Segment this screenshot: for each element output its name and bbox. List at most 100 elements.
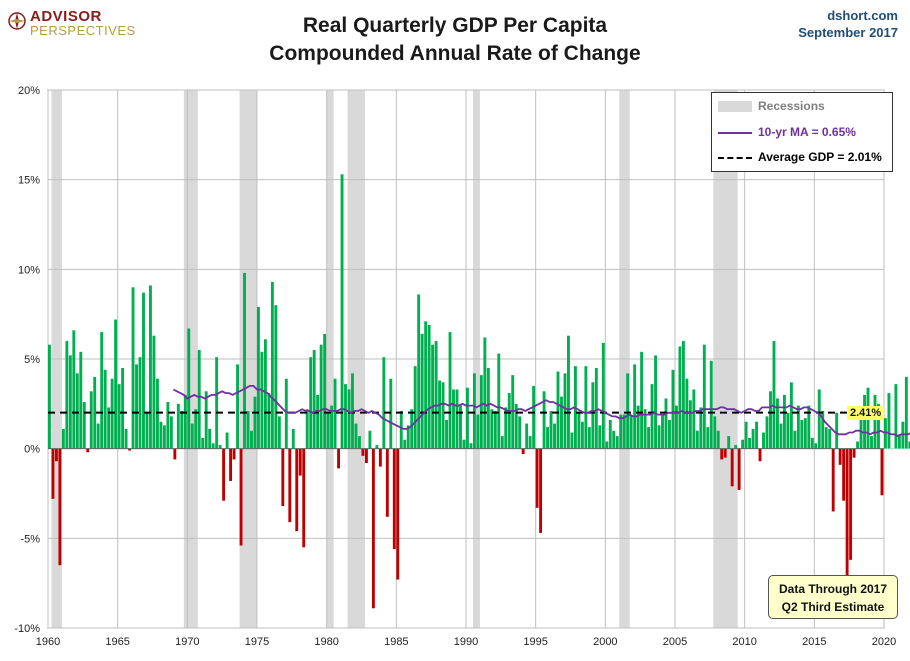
positive-bar <box>709 360 713 449</box>
positive-bar <box>472 373 476 449</box>
positive-bar <box>96 423 100 449</box>
negative-bar <box>723 448 727 458</box>
y-tick-label: 20% <box>18 85 40 97</box>
positive-bar <box>695 430 699 449</box>
source-date: September 2017 <box>798 25 898 40</box>
positive-bar <box>476 414 480 449</box>
positive-bar <box>155 378 159 449</box>
recession-swatch <box>718 101 752 113</box>
positive-bar <box>671 369 675 449</box>
positive-bar <box>727 436 731 449</box>
positive-bar <box>438 380 442 449</box>
positive-bar <box>267 393 271 449</box>
negative-bar <box>222 448 226 501</box>
positive-bar <box>417 294 421 449</box>
negative-bar <box>378 448 382 467</box>
latest-value-label: 2.41% <box>847 406 885 420</box>
negative-bar <box>539 448 543 533</box>
positive-bar <box>194 409 198 449</box>
positive-bar <box>626 373 630 449</box>
x-tick-label: 2005 <box>663 636 687 648</box>
positive-bar <box>68 355 72 449</box>
positive-bar <box>490 409 494 449</box>
legend-ma: 10-yr MA = 0.65% <box>718 125 856 139</box>
positive-bar <box>657 425 661 449</box>
positive-bar <box>884 418 887 449</box>
positive-bar <box>636 405 640 449</box>
negative-bar <box>86 448 90 453</box>
positive-bar <box>762 432 765 449</box>
positive-bar <box>654 355 657 449</box>
positive-bar <box>121 367 125 449</box>
negative-bar <box>239 448 243 546</box>
x-tick-label: 1970 <box>175 636 199 648</box>
negative-bar <box>232 448 236 460</box>
positive-bar <box>462 439 466 449</box>
positive-bar <box>263 339 267 449</box>
positive-bar <box>403 439 407 449</box>
positive-bar <box>894 384 898 449</box>
positive-bar <box>507 393 511 449</box>
positive-bar <box>744 421 748 449</box>
positive-bar <box>103 369 107 449</box>
positive-bar <box>859 411 863 449</box>
positive-bar <box>180 411 184 449</box>
positive-bar <box>856 441 860 449</box>
positive-bar <box>699 407 703 449</box>
positive-bar <box>250 430 253 449</box>
positive-bar <box>591 382 595 449</box>
note-line1: Data Through 2017 <box>778 582 888 596</box>
note-line2: Q2 Third Estimate <box>781 600 885 614</box>
positive-bar <box>441 382 445 449</box>
legend-average-label: Average GDP = 2.01% <box>758 150 882 164</box>
positive-bar <box>518 416 522 449</box>
negative-bar <box>880 448 884 496</box>
x-tick-label: 1980 <box>314 636 338 648</box>
positive-bar <box>166 402 170 449</box>
x-tick-label: 1995 <box>523 636 547 648</box>
positive-bar <box>382 357 386 449</box>
positive-bar <box>525 423 529 449</box>
positive-bar <box>399 411 403 449</box>
legend-average: Average GDP = 2.01% <box>718 150 882 164</box>
positive-bar <box>305 409 309 449</box>
positive-bar <box>870 436 873 449</box>
positive-bar <box>75 373 79 449</box>
positive-bar <box>483 337 487 449</box>
negative-bar <box>385 448 389 517</box>
positive-bar <box>633 364 637 449</box>
positive-bar <box>215 357 219 449</box>
x-tick-label: 2010 <box>732 636 756 648</box>
axis-ticks: -10% -5% 0% 5% 10% 15% 20% 1960 1965 1970 1975 1980… <box>14 85 896 648</box>
positive-bar <box>110 378 114 449</box>
positive-bar <box>796 405 800 449</box>
negative-bar <box>535 448 539 508</box>
negative-bar <box>173 448 177 460</box>
positive-bar <box>681 341 685 449</box>
positive-bar <box>149 285 152 449</box>
positive-bar <box>772 341 776 449</box>
positive-bar <box>225 432 229 449</box>
negative-bar <box>845 448 849 612</box>
positive-bar <box>901 421 905 449</box>
positive-bar <box>789 382 793 449</box>
positive-bar <box>124 428 128 449</box>
positive-bar <box>257 306 260 449</box>
positive-bar <box>605 441 609 449</box>
positive-bar <box>100 332 104 449</box>
positive-bar <box>755 421 758 449</box>
positive-bar <box>769 391 772 449</box>
chart-title-line2: Compounded Annual Rate of Change <box>269 42 641 65</box>
positive-bar <box>406 425 410 449</box>
negative-bar <box>288 448 292 523</box>
positive-bar <box>424 321 428 449</box>
positive-bar <box>486 367 490 449</box>
positive-bar <box>312 350 316 449</box>
negative-bar <box>720 448 724 460</box>
positive-bar <box>243 272 246 449</box>
positive-bar <box>734 445 738 449</box>
positive-bar <box>563 373 567 449</box>
positive-bar <box>114 319 118 449</box>
negative-bar <box>295 448 299 532</box>
positive-bar <box>608 419 612 449</box>
